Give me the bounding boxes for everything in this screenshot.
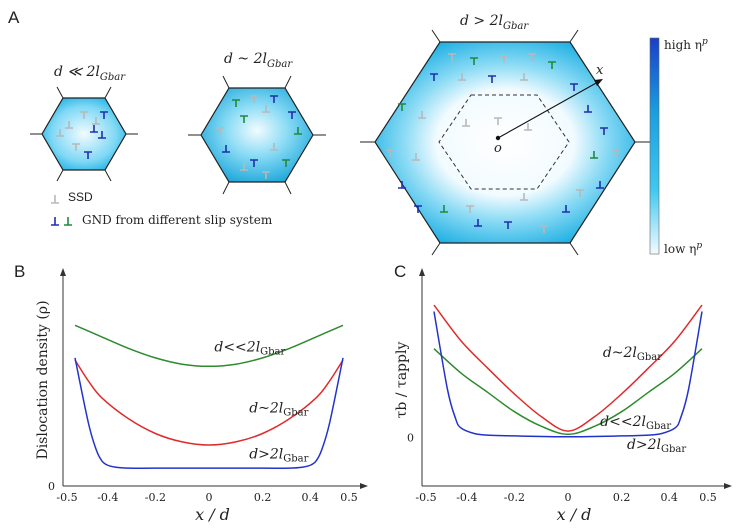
legend-gnd-marker xyxy=(51,217,72,226)
radial-axis-label: x xyxy=(596,63,604,78)
series-line xyxy=(433,311,703,438)
y-tick-label: 0 xyxy=(48,480,55,493)
chart-c: -0.5 -0.4 -0.2 0 0.2 0.4 0.50x / dτb / τapply d… xyxy=(394,268,732,524)
label-small-regime: d ≪ 2lGbar xyxy=(54,64,126,83)
x-tick-label: -0.4 xyxy=(456,491,477,504)
y-axis-arrow xyxy=(60,268,66,276)
x-axis-arrow xyxy=(724,483,732,489)
x-tick-label: 0.2 xyxy=(254,491,272,504)
series-label: d~2lGbar xyxy=(249,401,308,419)
x-tick-label: 0 xyxy=(206,491,213,504)
label-large-regime: d > 2lGbar xyxy=(460,13,529,32)
series-label: d<<2lGbar xyxy=(214,340,285,358)
panel-a-letter: A xyxy=(8,8,20,27)
y-axis-arrow xyxy=(419,268,425,276)
series-label: d>2lGbar xyxy=(249,447,308,465)
x-tick-label: -0.4 xyxy=(97,491,118,504)
label-mid-regime: d ~ 2lGbar xyxy=(224,51,293,70)
y-tick-label: 0 xyxy=(407,432,414,445)
colorbar-high-label: high ηp xyxy=(664,37,708,52)
y-axis-label: Dislocation density (ρ) xyxy=(35,300,51,459)
panel-c-letter: C xyxy=(394,262,407,281)
x-tick-label: 0.4 xyxy=(660,491,678,504)
legend-gnd-label: GND from different slip system xyxy=(82,213,273,227)
hexagon-small xyxy=(30,86,138,182)
series-line xyxy=(74,324,344,368)
origin-label: o xyxy=(494,141,502,156)
x-axis-label: x / d xyxy=(557,505,592,524)
x-tick-label: -0.2 xyxy=(145,491,166,504)
panel-a-figure xyxy=(30,29,660,256)
x-tick-label: 0.5 xyxy=(699,491,717,504)
x-tick-label: -0.5 xyxy=(56,491,77,504)
x-tick-label: 0 xyxy=(565,491,572,504)
x-tick-label: -0.5 xyxy=(415,491,436,504)
panel-b-letter: B xyxy=(14,262,26,281)
colorbar-low-label: low ηp xyxy=(664,241,703,256)
x-tick-label: 0.5 xyxy=(340,491,358,504)
hexagon-large xyxy=(360,29,650,256)
series-line xyxy=(433,348,703,436)
x-axis-label: x / d xyxy=(195,505,230,524)
hexagon-mid xyxy=(188,75,326,195)
chart-b: -0.5 -0.4 -0.2 0 0.2 0.4 0.50x / dDislocation … xyxy=(35,268,368,524)
y-axis-label: τb / τapply xyxy=(394,342,410,419)
series-line xyxy=(74,359,344,446)
series-line xyxy=(74,357,344,469)
x-tick-label: 0.4 xyxy=(301,491,319,504)
legend-ssd-marker xyxy=(51,195,59,204)
legend-ssd-label: SSD xyxy=(68,190,93,204)
x-tick-label: -0.2 xyxy=(504,491,525,504)
x-axis-arrow xyxy=(360,483,368,489)
series-line xyxy=(433,304,703,432)
series-label: d<<2lGbar xyxy=(600,414,671,432)
x-tick-label: 0.2 xyxy=(613,491,631,504)
series-label: d>2lGbar xyxy=(627,437,686,455)
series-label: d~2lGbar xyxy=(603,345,662,363)
colorbar xyxy=(649,37,660,255)
